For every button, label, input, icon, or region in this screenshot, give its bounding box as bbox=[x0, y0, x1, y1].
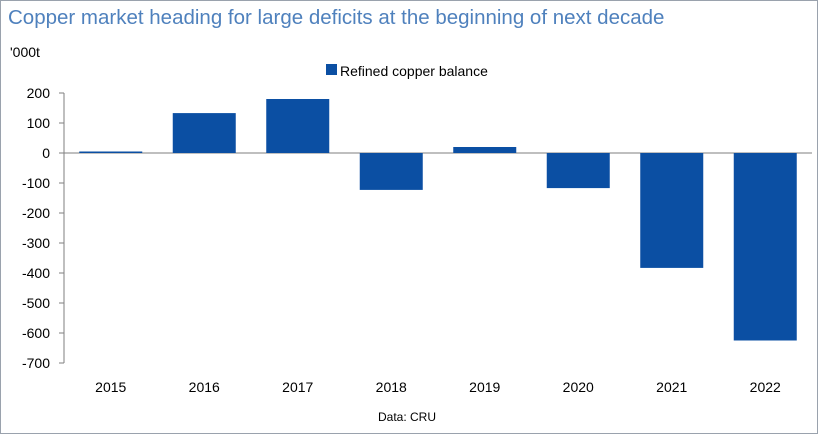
x-tick-label: 2020 bbox=[563, 379, 594, 395]
legend-label: Refined copper balance bbox=[340, 63, 488, 79]
x-tick-label: 2016 bbox=[189, 379, 220, 395]
y-unit-label: '000t bbox=[10, 44, 40, 60]
legend: Refined copper balance bbox=[326, 63, 488, 79]
x-tick-label: 2018 bbox=[376, 379, 407, 395]
x-tick-label: 2022 bbox=[750, 379, 781, 395]
y-tick-label: -700 bbox=[22, 355, 50, 371]
y-tick-label: 0 bbox=[42, 145, 50, 161]
legend-swatch bbox=[326, 64, 337, 75]
y-tick-label: -200 bbox=[22, 205, 50, 221]
y-tick-label: -300 bbox=[22, 235, 50, 251]
bar-2015 bbox=[79, 151, 143, 153]
chart-title: Copper market heading for large deficits… bbox=[8, 6, 665, 29]
bar-2016 bbox=[172, 113, 236, 153]
x-tick-label: 2019 bbox=[469, 379, 500, 395]
bar-2021 bbox=[640, 153, 704, 268]
bar-2020 bbox=[546, 153, 610, 189]
bar-2018 bbox=[359, 153, 423, 190]
x-tick-label: 2015 bbox=[95, 379, 126, 395]
x-tick-label: 2017 bbox=[282, 379, 313, 395]
y-tick-label: -400 bbox=[22, 265, 50, 281]
bars bbox=[79, 99, 797, 341]
y-tick-label: -500 bbox=[22, 295, 50, 311]
y-tick-label: -600 bbox=[22, 325, 50, 341]
bar-2019 bbox=[453, 147, 517, 153]
y-tick-label: 200 bbox=[27, 85, 51, 101]
x-axis: 2015 2016 2017 2018 2019 2020 2021 2022 bbox=[95, 379, 781, 395]
bar-2017 bbox=[266, 99, 330, 153]
y-tick-label: 100 bbox=[27, 115, 51, 131]
bar-2022 bbox=[733, 153, 797, 341]
source-note: Data: CRU bbox=[378, 410, 437, 424]
x-tick-label: 2021 bbox=[656, 379, 687, 395]
y-tick-label: -100 bbox=[22, 175, 50, 191]
